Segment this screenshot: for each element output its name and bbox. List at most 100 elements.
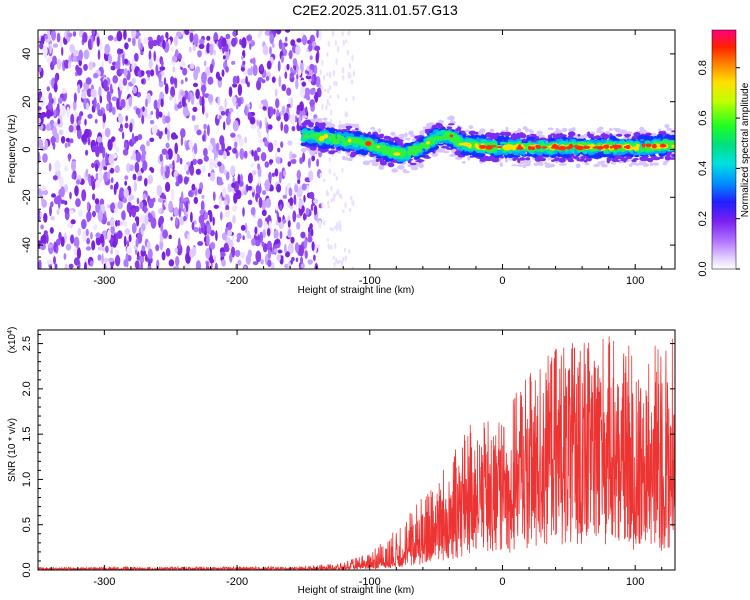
spectrogram-noise-cell (150, 69, 155, 77)
spectrogram-band-cell (377, 128, 381, 134)
spectrogram-noise-cell (95, 163, 99, 172)
spectrogram-noise-cell (48, 92, 53, 102)
spectrogram-noise-cell (345, 97, 348, 102)
spectrogram-band-cell (671, 137, 675, 141)
spectrogram-noise-cell (128, 234, 132, 243)
spectrogram-noise-cell (45, 123, 52, 131)
spectrogram-noise-cell (119, 79, 123, 91)
spectrogram-noise-cell (108, 164, 111, 170)
spectrogram-noise-cell (192, 106, 198, 112)
spectrogram-noise-cell (128, 96, 132, 107)
spectrogram-noise-cell (275, 98, 280, 109)
spectrogram-noise-cell (237, 83, 243, 96)
spectrogram-band-cell (648, 136, 655, 140)
spectrogram-noise-cell (140, 249, 146, 257)
spectrogram-noise-cell (259, 120, 262, 129)
spectrogram-noise-cell (229, 252, 233, 263)
spectrogram-band-cell (500, 141, 506, 145)
spectrogram-noise-cell (230, 165, 236, 176)
spectrogram-noise-cell (238, 138, 244, 147)
spectrogram-noise-cell (245, 254, 251, 265)
spectrogram-noise-cell (153, 99, 158, 110)
spectrogram-band-cell (301, 122, 308, 127)
spectrogram-noise-cell (243, 265, 247, 269)
spectrogram-noise-cell (78, 49, 84, 61)
spectrogram-band-cell (379, 160, 387, 166)
spectrogram-noise-cell (327, 200, 330, 206)
spectrogram-noise-cell (244, 136, 248, 144)
spectrogram-noise-cell (124, 42, 129, 50)
spectrogram-noise-cell (44, 139, 49, 150)
spectrogram-noise-cell (168, 259, 175, 267)
spectrogram-noise-cell (213, 255, 217, 263)
spectrogram-noise-cell (168, 200, 174, 213)
spectrogram-noise-cell (98, 86, 102, 98)
spectrogram-noise-cell (147, 36, 153, 41)
spectrogram-noise-cell (46, 86, 50, 92)
spectrogram-band-cell (441, 127, 446, 130)
spectrogram-noise-cell (202, 165, 206, 174)
spectrogram-noise-cell (243, 190, 248, 196)
spectrogram-noise-cell (264, 161, 270, 168)
spectrogram-noise-cell (344, 255, 348, 261)
spectrogram-noise-cell (69, 191, 72, 200)
spectrogram-noise-cell (313, 198, 319, 204)
spectrogram-noise-cell (73, 236, 80, 249)
spectrogram-noise-cell (193, 69, 199, 81)
spectrogram-noise-cell (311, 75, 315, 83)
spectrogram-noise-cell (266, 132, 270, 141)
spectrogram-noise-cell (183, 164, 189, 172)
spectrogram-noise-cell (316, 30, 319, 39)
spectrogram-noise-cell (107, 139, 113, 151)
spectrogram-noise-cell (122, 220, 127, 226)
spectrogram-noise-cell (40, 96, 46, 106)
spectrogram-noise-cell (348, 63, 352, 69)
spectrogram-noise-cell (281, 84, 287, 92)
spectrogram-noise-cell (61, 46, 64, 57)
spectrogram-noise-cell (116, 97, 120, 110)
spectrogram-noise-cell (259, 30, 263, 37)
spectrogram-noise-cell (190, 94, 195, 105)
spectrogram-noise-cell (337, 260, 340, 265)
spectrogram-band-cell (300, 142, 307, 147)
spectrogram-noise-cell (103, 166, 108, 171)
spectrogram-noise-cell (217, 96, 221, 106)
spectrogram-noise-cell (198, 214, 205, 225)
spectrogram-noise-cell (182, 67, 188, 76)
spectrogram-noise-cell (347, 71, 351, 79)
spectrogram-noise-cell (321, 103, 324, 110)
spectrogram-noise-cell (135, 238, 139, 248)
spectrogram-noise-cell (191, 221, 195, 231)
spectrogram-noise-cell (113, 140, 117, 149)
spectrogram-noise-cell (174, 49, 179, 58)
spectrogram-noise-cell (244, 222, 248, 234)
spectrogram-noise-cell (132, 36, 136, 47)
spectrogram-band-cell (379, 133, 384, 137)
spectrogram-noise-cell (297, 186, 303, 197)
spectrogram-band-cell (555, 129, 562, 134)
spectrogram-band-cell (575, 163, 581, 169)
spectrogram-noise-cell (281, 55, 284, 63)
spectrogram-noise-cell (69, 209, 74, 214)
spectrogram-noise-cell (185, 200, 189, 212)
spectrogram-noise-cell (53, 96, 56, 106)
spectrogram-noise-cell (171, 55, 178, 63)
spectrogram-noise-cell (306, 184, 309, 194)
spectrogram-noise-cell (158, 72, 162, 83)
spectrogram-noise-cell (291, 153, 297, 159)
spectrogram-noise-cell (99, 95, 103, 104)
spectrogram-band-cell (410, 166, 419, 171)
spectrogram-noise-cell (69, 44, 75, 53)
spectrogram-noise-cell (284, 71, 288, 79)
spectrogram-noise-cell (203, 123, 207, 130)
spectrogram-noise-cell (60, 105, 66, 117)
spectrogram-noise-cell (141, 78, 144, 85)
spectrogram-noise-cell (124, 175, 129, 180)
spectrogram-noise-cell (150, 167, 155, 173)
spectrogram-noise-cell (305, 75, 312, 80)
spectrogram-noise-cell (346, 49, 349, 56)
spectrogram-noise-cell (85, 168, 89, 178)
spectrogram-noise-cell (131, 222, 137, 234)
spectrogram-band-cell (505, 158, 508, 163)
spectrogram-noise-cell (164, 115, 171, 124)
